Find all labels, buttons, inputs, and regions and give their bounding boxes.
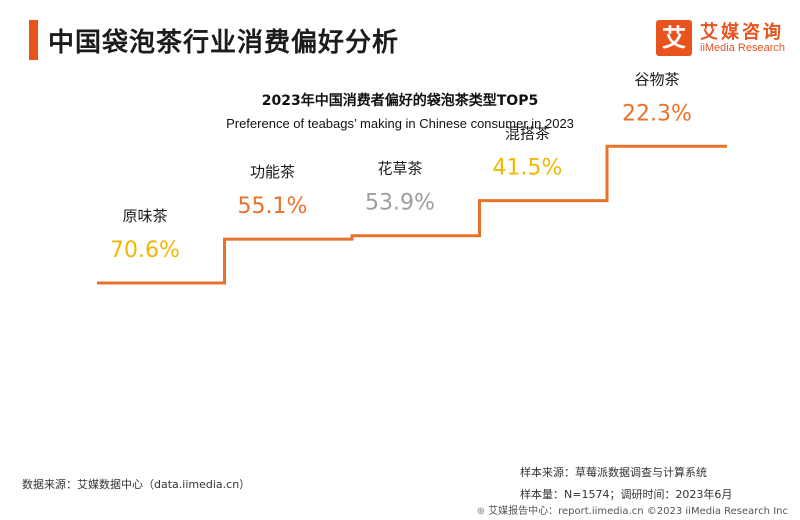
category-label: 原味茶	[122, 207, 167, 225]
copyright-text: 艾媒报告中心：report.iimedia.cn ©2023 iiMedia R…	[488, 506, 788, 517]
globe-icon: ⊕	[476, 506, 486, 517]
category-label: 花草茶	[377, 160, 422, 178]
data-label: 22.3%	[622, 101, 692, 126]
chart-title: 2023年中国消费者偏好的袋泡茶类型TOP5	[261, 93, 539, 109]
chart-subtitle: Preference of teabags’ making in Chinese…	[226, 116, 574, 131]
category-label: 谷物茶	[634, 70, 679, 88]
logo-en-text: iiMedia Research	[700, 42, 785, 54]
data-label: 70.6%	[110, 238, 180, 263]
iimedia-logo: 艾 艾媒咨询 iiMedia Research	[656, 16, 786, 60]
category-label: 混搭茶	[505, 125, 550, 143]
sample-source: 样本来源：草莓派数据调查与计算系统	[520, 466, 707, 479]
series-step-line	[97, 144, 727, 285]
copyright-line: ⊕ 艾媒报告中心：report.iimedia.cn ©2023 iiMedia …	[477, 502, 788, 517]
title-accent-bar	[29, 20, 38, 60]
sample-size: 样本量：N=1574；调研时间：2023年6月	[520, 488, 733, 501]
data-source: 数据来源：艾媒数据中心（data.iimedia.cn）	[22, 478, 251, 491]
category-label: 功能茶	[250, 163, 295, 181]
data-label: 55.1%	[238, 194, 308, 219]
logo-mark: 艾	[656, 20, 692, 56]
page-title: 中国袋泡茶行业消费偏好分析	[48, 28, 400, 58]
data-label: 53.9%	[365, 191, 435, 216]
data-label: 41.5%	[493, 156, 563, 181]
logo-cn-text: 艾媒咨询	[700, 22, 784, 43]
